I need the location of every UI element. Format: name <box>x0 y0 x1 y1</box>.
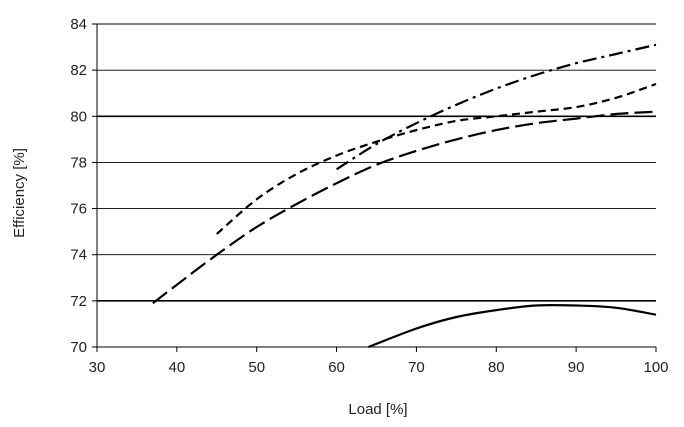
y-tick-label: 74 <box>70 247 87 264</box>
x-tick-labels: 30 40 50 60 70 80 90 100 <box>89 359 669 376</box>
y-tick-label: 82 <box>70 62 87 79</box>
series-line-3-short-dash <box>216 82 657 235</box>
x-tick-label: 100 <box>643 359 668 376</box>
x-tick-label: 90 <box>568 359 585 376</box>
y-tick-label: 78 <box>70 154 87 171</box>
y-tick-label: 84 <box>70 16 87 33</box>
y-tick-labels: 70 72 74 76 78 80 82 84 <box>70 16 87 356</box>
series-line-1-solid <box>368 303 657 349</box>
x-tick-label: 80 <box>488 359 505 376</box>
y-tick-label: 76 <box>70 201 87 218</box>
series-lines <box>152 43 657 349</box>
y-axis-title: Efficiency [%] <box>11 148 28 238</box>
x-tick-label: 70 <box>408 359 425 376</box>
axes <box>92 23 657 352</box>
series-line-2-long-dash <box>152 110 657 305</box>
y-tick-label: 70 <box>70 339 87 356</box>
x-tick-label: 40 <box>169 359 186 376</box>
y-tick-label: 80 <box>70 108 87 125</box>
x-tick-label: 60 <box>328 359 345 376</box>
x-tick-label: 50 <box>248 359 265 376</box>
x-axis-title: Load [%] <box>348 401 407 418</box>
gridlines <box>97 23 656 302</box>
series-line-4-dash-dot <box>336 43 657 171</box>
x-tick-label: 30 <box>89 359 106 376</box>
y-tick-label: 72 <box>70 293 87 310</box>
